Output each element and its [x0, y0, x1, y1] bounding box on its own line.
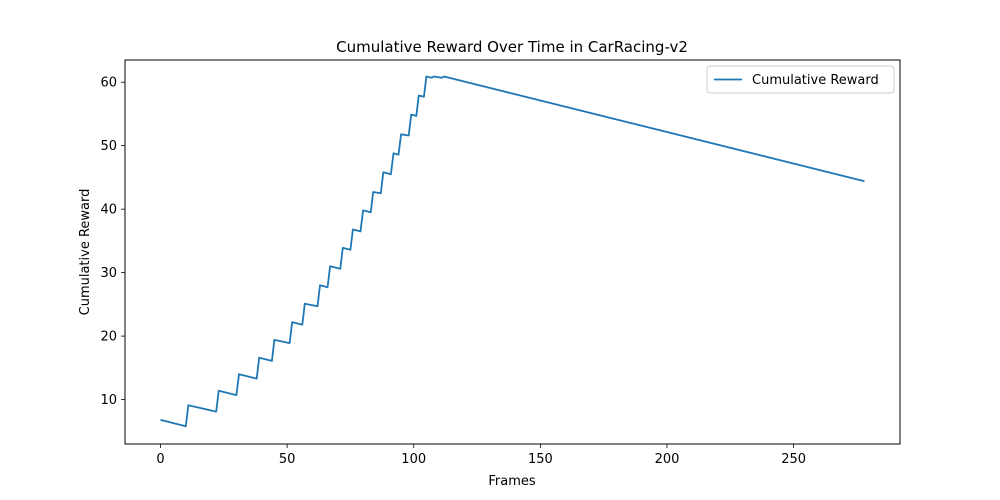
legend-entry-cumulative-reward: Cumulative Reward — [752, 73, 879, 88]
x-tick-label: 200 — [655, 452, 680, 467]
plot-background — [125, 60, 900, 444]
y-tick-label: 40 — [100, 203, 117, 218]
x-axis-label: Frames — [488, 474, 536, 489]
chart-title: Cumulative Reward Over Time in CarRacing… — [336, 38, 688, 56]
y-axis-label: Cumulative Reward — [78, 189, 93, 316]
x-axis: 0 50 100 150 200 250 — [156, 444, 806, 467]
legend-box — [706, 65, 895, 94]
plot-frame — [124, 59, 901, 445]
y-tick-label: 20 — [100, 330, 117, 345]
x-tick-label: 150 — [528, 452, 553, 467]
y-axis: 10 20 30 40 50 60 — [100, 76, 125, 408]
series-layer — [160, 75, 865, 428]
series-line-cumulative-reward — [160, 75, 865, 428]
x-tick-label: 100 — [401, 452, 426, 467]
y-tick-label: 50 — [100, 139, 117, 154]
y-tick-label: 60 — [100, 76, 117, 91]
legend: Cumulative Reward — [706, 65, 895, 94]
y-tick-label: 10 — [100, 393, 117, 408]
y-tick-label: 30 — [100, 266, 117, 281]
x-tick-label: 50 — [279, 452, 296, 467]
x-tick-label: 0 — [156, 452, 164, 467]
x-tick-label: 250 — [781, 452, 806, 467]
